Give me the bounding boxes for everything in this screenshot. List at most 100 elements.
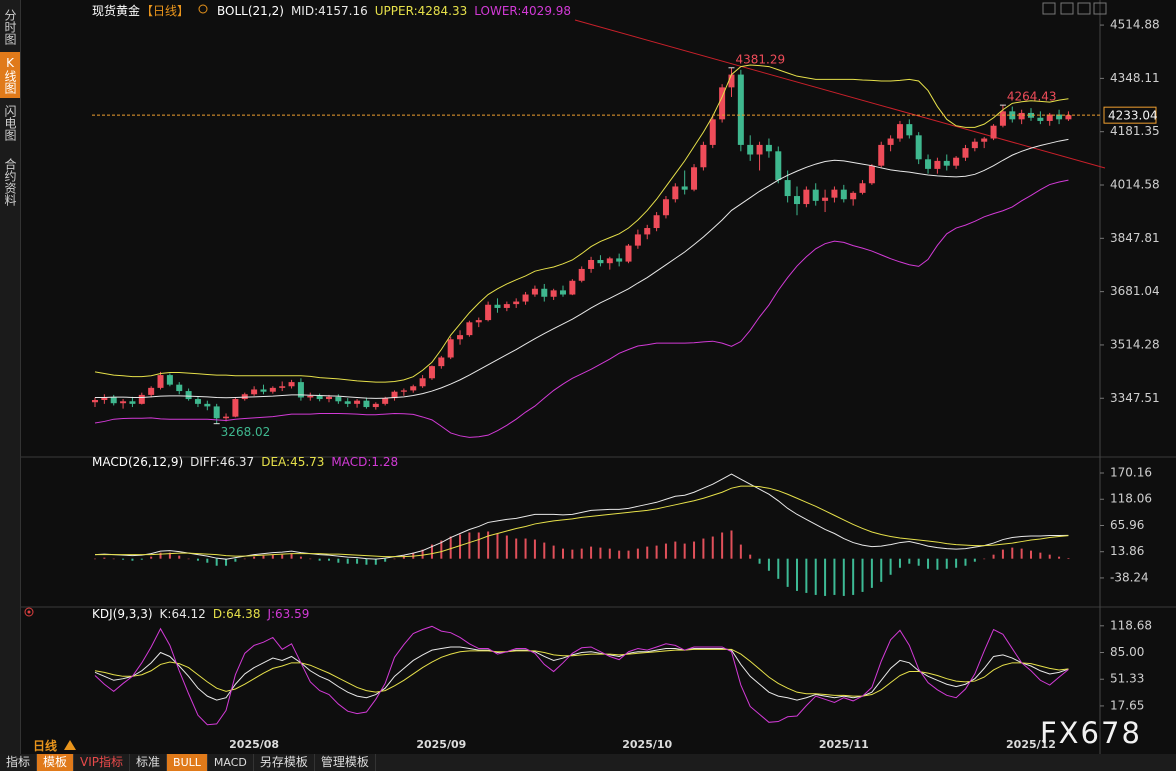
toolbar-tab[interactable]: 指标 <box>0 754 38 771</box>
legend-item: DEA:45.73 <box>261 455 325 469</box>
macd-bar <box>533 539 536 559</box>
macd-bar <box>908 558 911 564</box>
toolbar-tab[interactable]: 管理模板 <box>315 754 376 771</box>
macd-bar <box>552 545 555 559</box>
macd-bar <box>664 543 667 559</box>
candle-body <box>410 386 417 391</box>
macd-bar <box>430 544 433 559</box>
macd-bar <box>711 536 714 559</box>
macd-bar <box>964 558 967 566</box>
macd-bar <box>1039 552 1042 559</box>
period-arrow[interactable] <box>64 740 76 750</box>
candle-body <box>316 395 323 400</box>
toolbar-tab[interactable]: MACD <box>208 754 254 771</box>
window-button[interactable] <box>1060 2 1074 15</box>
macd-bar <box>1048 554 1051 559</box>
toolbar-tab[interactable]: 标准 <box>130 754 168 771</box>
candle-body <box>784 180 791 197</box>
period-selector[interactable]: 日线 <box>33 739 58 753</box>
candle-body <box>288 382 295 387</box>
indicator-line <box>95 485 1069 558</box>
candle-body <box>213 406 220 419</box>
extreme-label: 4381.29 <box>735 52 785 66</box>
candle-body <box>812 189 819 201</box>
toolbar-tab-active[interactable]: 模板 <box>37 754 75 771</box>
candle-body <box>747 144 754 155</box>
sidebar-tab[interactable]: 合约资料 <box>3 158 17 206</box>
window-button[interactable] <box>1093 2 1107 15</box>
macd-bar <box>168 552 171 559</box>
macd-bar <box>805 558 808 593</box>
macd-bar <box>814 558 817 595</box>
candle-body <box>120 401 127 404</box>
candle-body <box>644 228 651 235</box>
macd-bar <box>739 544 742 559</box>
macd-bar <box>955 558 958 568</box>
macd-bar <box>356 558 359 564</box>
y-tick-label: 118.68 <box>1110 618 1152 632</box>
macd-bar <box>318 558 321 561</box>
candle-body <box>1037 117 1044 121</box>
macd-bar <box>122 558 125 560</box>
indicator-line <box>94 648 1069 697</box>
macd-bar <box>842 558 845 596</box>
sidebar-tab-active[interactable]: K线图 <box>0 52 20 98</box>
macd-bar <box>870 558 873 588</box>
candle-body <box>709 119 716 145</box>
toolbar-tab[interactable]: VIP指标 <box>74 754 131 771</box>
macd-bar <box>309 558 312 560</box>
candle-body <box>981 138 988 142</box>
macd-bar <box>889 558 892 575</box>
sidebar-tab[interactable]: 闪电图 <box>3 105 17 141</box>
candle-body <box>204 403 211 407</box>
macd-bar <box>655 545 658 559</box>
candle-body <box>494 304 501 308</box>
candle-body <box>925 159 932 169</box>
candle-body <box>803 189 810 205</box>
candle-body <box>737 74 744 145</box>
macd-bar <box>824 558 827 596</box>
candle-body <box>391 391 398 399</box>
indicator-line <box>94 646 1069 701</box>
candle-body <box>840 189 847 200</box>
candle-body <box>129 401 136 404</box>
candle-body <box>962 148 969 158</box>
candle-body <box>1018 112 1025 120</box>
macd-bar <box>917 558 920 566</box>
macd-bar <box>693 541 696 559</box>
candle-body <box>531 288 538 295</box>
settings-icon[interactable] <box>24 607 34 617</box>
price-header: 现货黄金 【日线】 BOLL(21,2) MID:4157.16 UPPER:4… <box>92 2 571 19</box>
macd-bar <box>833 558 836 595</box>
y-tick-label: 85.00 <box>1110 645 1144 659</box>
x-tick-label: 2025/11 <box>819 738 869 751</box>
window-button[interactable] <box>1077 2 1091 15</box>
macd-bar <box>898 558 901 568</box>
candle-body <box>541 288 548 297</box>
candle-body <box>691 167 698 190</box>
candle-body <box>372 403 379 408</box>
candle-body <box>223 416 230 419</box>
sidebar-tab[interactable]: 分时图 <box>3 9 17 45</box>
candle-body <box>953 157 960 166</box>
macd-bar <box>421 549 424 559</box>
last-price-label: 4233.04 <box>1108 109 1158 123</box>
candle-body <box>1028 112 1034 118</box>
y-tick-label: 51.33 <box>1110 672 1144 686</box>
bottom-toolbar: 指标 模板 VIP指标 标准 BULL MACD 另存模板 管理模板 <box>0 754 1176 771</box>
legend-item: DIFF:46.37 <box>190 455 255 469</box>
macd-bar <box>150 556 153 559</box>
macd-bar <box>159 552 162 559</box>
macd-bar <box>590 546 593 559</box>
toolbar-tab[interactable]: BULL <box>167 754 208 771</box>
candle-body <box>915 135 922 160</box>
window-button[interactable] <box>1042 2 1056 15</box>
add-icon[interactable] <box>198 4 208 14</box>
macd-bar <box>402 555 405 559</box>
candle-body <box>672 186 679 200</box>
toolbar-tab[interactable]: 另存模板 <box>254 754 315 771</box>
macd-bar <box>562 548 564 559</box>
macd-bar <box>936 558 939 570</box>
macd-bar <box>786 558 789 587</box>
candle-body <box>110 397 117 404</box>
